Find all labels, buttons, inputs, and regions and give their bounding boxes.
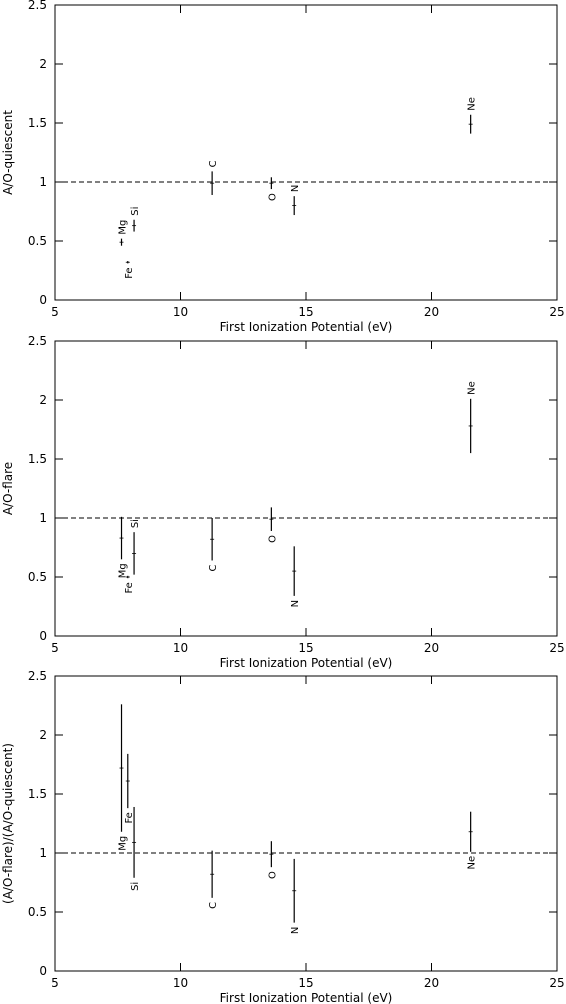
point-label: C <box>208 564 219 571</box>
y-tick-label: 2 <box>39 393 47 407</box>
y-axis-label: A/O-flare <box>1 462 15 515</box>
x-tick-label: 15 <box>298 641 313 655</box>
y-tick-label: 0.5 <box>28 905 47 919</box>
point-label: Fe <box>124 267 135 278</box>
x-tick-label: 25 <box>549 305 564 319</box>
point-label: O <box>267 193 278 201</box>
point-label: N <box>290 185 301 192</box>
point-label: Ne <box>467 856 478 870</box>
y-tick-label: 2.5 <box>28 334 47 348</box>
y-tick-label: 0.5 <box>28 570 47 584</box>
y-axis-label: A/O-quiescent <box>1 110 15 195</box>
point-label: Mg <box>118 563 129 578</box>
y-tick-label: 2 <box>39 728 47 742</box>
point-label: C <box>208 160 219 167</box>
point-label: N <box>290 600 301 607</box>
point-label: O <box>267 535 278 543</box>
x-tick-label: 15 <box>298 976 313 990</box>
y-tick-label: 2 <box>39 57 47 71</box>
y-tick-label: 1.5 <box>28 787 47 801</box>
x-tick-label: 20 <box>424 641 439 655</box>
y-tick-label: 1 <box>39 511 47 525</box>
point-label: Mg <box>118 220 129 235</box>
point-label: Si <box>130 207 141 216</box>
point-label: Ne <box>467 381 478 395</box>
point-label: N <box>290 927 301 934</box>
point-label: Fe <box>124 812 135 823</box>
x-tick-label: 20 <box>424 305 439 319</box>
x-tick-label: 25 <box>549 641 564 655</box>
point-label: Ne <box>467 97 478 111</box>
y-tick-label: 0 <box>39 629 47 643</box>
y-axis-label: (A/O-flare)/(A/O-quiescent) <box>1 743 15 904</box>
x-tick-label: 10 <box>173 976 188 990</box>
y-tick-label: 1.5 <box>28 452 47 466</box>
x-tick-label: 10 <box>173 305 188 319</box>
point-label: O <box>267 871 278 879</box>
x-tick-label: 5 <box>51 641 59 655</box>
point-label: Si <box>130 519 141 528</box>
x-tick-label: 5 <box>51 305 59 319</box>
y-tick-label: 0.5 <box>28 234 47 248</box>
point-label: Si <box>130 882 141 891</box>
y-tick-label: 0 <box>39 964 47 978</box>
x-tick-label: 5 <box>51 976 59 990</box>
x-axis-label: First Ionization Potential (eV) <box>220 320 393 334</box>
x-axis-label: First Ionization Potential (eV) <box>220 656 393 670</box>
point-label: C <box>208 902 219 909</box>
x-axis-label: First Ionization Potential (eV) <box>220 991 393 1004</box>
x-tick-label: 25 <box>549 976 564 990</box>
y-tick-label: 2.5 <box>28 669 47 683</box>
point-label: Fe <box>124 582 135 593</box>
y-tick-label: 2.5 <box>28 0 47 12</box>
y-tick-label: 1 <box>39 175 47 189</box>
x-tick-label: 10 <box>173 641 188 655</box>
x-tick-label: 15 <box>298 305 313 319</box>
y-tick-label: 1.5 <box>28 116 47 130</box>
x-tick-label: 20 <box>424 976 439 990</box>
plot-frame <box>54 4 558 301</box>
y-tick-label: 1 <box>39 846 47 860</box>
point-label: Mg <box>118 836 129 851</box>
y-tick-label: 0 <box>39 293 47 307</box>
